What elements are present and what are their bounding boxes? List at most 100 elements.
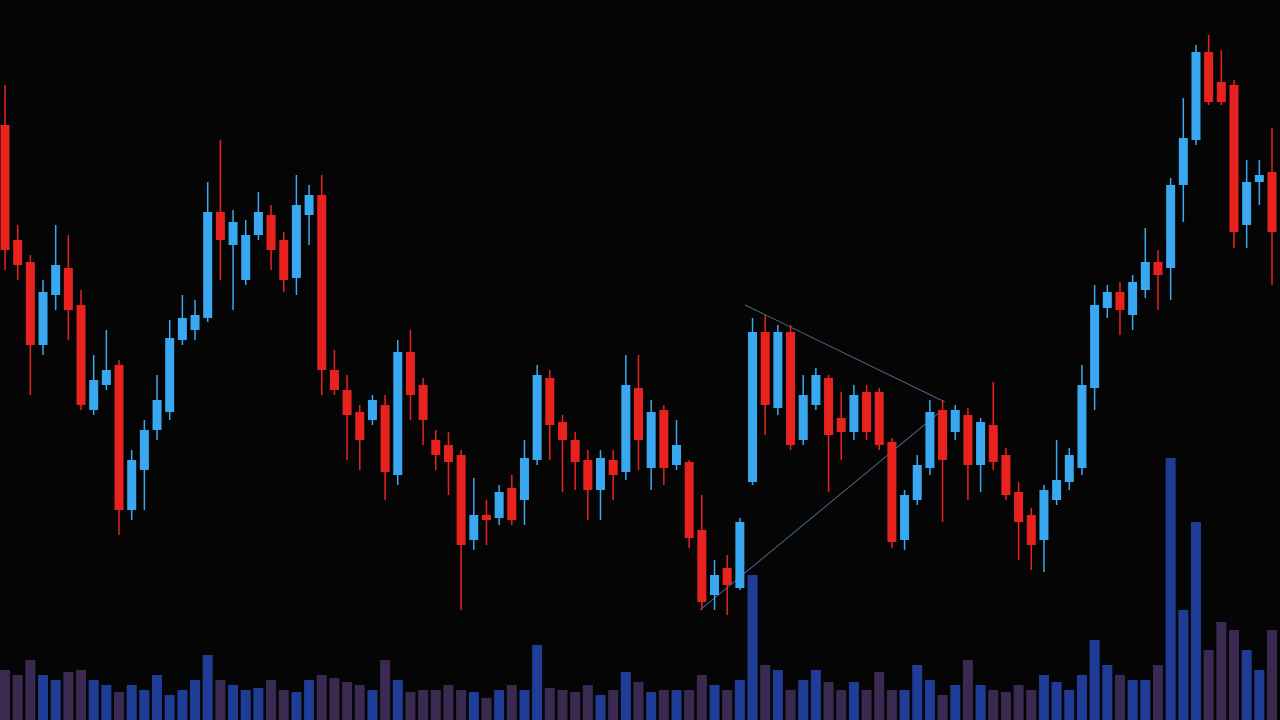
candle-body bbox=[557, 422, 567, 440]
candle-body bbox=[684, 462, 694, 538]
volume-bar bbox=[798, 680, 809, 720]
volume-bar bbox=[696, 675, 707, 720]
candle-body bbox=[1229, 85, 1239, 232]
volume-bar bbox=[785, 690, 796, 720]
candle-body bbox=[1140, 262, 1150, 290]
volume-bar bbox=[164, 695, 175, 720]
volume-bar bbox=[481, 698, 492, 720]
volume-bar bbox=[1038, 675, 1049, 720]
candle-body bbox=[507, 488, 517, 520]
volume-bar bbox=[1267, 630, 1277, 720]
volume-bar bbox=[177, 690, 188, 720]
candle-body bbox=[367, 400, 377, 420]
volume-bar bbox=[468, 692, 479, 720]
volume-bar bbox=[709, 685, 720, 720]
candle-body bbox=[1153, 262, 1163, 275]
candle-body bbox=[646, 412, 656, 468]
volume-bar bbox=[760, 665, 771, 720]
volume-bar bbox=[684, 690, 695, 720]
candle-body bbox=[443, 445, 453, 462]
volume-bar bbox=[443, 685, 454, 720]
volume-bar bbox=[633, 682, 644, 720]
candle-body bbox=[621, 385, 631, 472]
volume-bar bbox=[126, 685, 137, 720]
candle-body bbox=[988, 425, 998, 462]
volume-bar bbox=[519, 690, 530, 720]
volume-bar bbox=[202, 655, 213, 720]
volume-bar bbox=[886, 690, 897, 720]
volume-bar bbox=[215, 680, 226, 720]
candle-body bbox=[76, 305, 86, 405]
candle-body bbox=[773, 332, 783, 408]
volume-bar bbox=[582, 685, 593, 720]
candle-body bbox=[583, 460, 593, 490]
volume-bar bbox=[1178, 610, 1189, 720]
candle-body bbox=[950, 410, 960, 432]
volume-bar bbox=[1114, 675, 1125, 720]
candle-body bbox=[811, 375, 821, 405]
volume-bar bbox=[899, 690, 910, 720]
volume-bar bbox=[190, 680, 201, 720]
candle-body bbox=[925, 412, 935, 468]
volume-bar bbox=[975, 685, 986, 720]
candle-body bbox=[710, 575, 720, 595]
volume-bar bbox=[544, 688, 555, 720]
volume-bar bbox=[1000, 692, 1011, 720]
candle-body bbox=[532, 375, 542, 460]
candle-body bbox=[393, 352, 403, 475]
candle-body bbox=[405, 352, 415, 395]
candle-body bbox=[291, 205, 301, 278]
volume-bar bbox=[1026, 690, 1037, 720]
volume-bar bbox=[671, 690, 682, 720]
candle-body bbox=[114, 365, 124, 510]
volume-bar bbox=[139, 690, 150, 720]
candle-body bbox=[1204, 52, 1214, 102]
candle-body bbox=[912, 465, 922, 500]
volume-bar bbox=[772, 670, 783, 720]
candle-body bbox=[1102, 292, 1112, 308]
candle-body bbox=[824, 378, 834, 435]
candle-body bbox=[862, 392, 872, 432]
volume-bar bbox=[1190, 522, 1201, 720]
volume-bar bbox=[1051, 682, 1062, 720]
candle-body bbox=[203, 212, 213, 318]
candle-body bbox=[1242, 182, 1252, 225]
volume-bar bbox=[266, 680, 277, 720]
candle-body bbox=[836, 418, 846, 432]
candle-body bbox=[38, 292, 48, 345]
candle-body bbox=[304, 195, 314, 215]
volume-bar bbox=[595, 695, 606, 720]
candle-body bbox=[152, 400, 162, 430]
candle-body bbox=[938, 410, 948, 460]
candle-body bbox=[1267, 172, 1277, 232]
candle-body bbox=[519, 458, 529, 500]
volume-bar bbox=[88, 680, 99, 720]
volume-bar bbox=[1089, 640, 1100, 720]
candle-body bbox=[25, 262, 35, 345]
volume-bar bbox=[810, 670, 821, 720]
volume-bar bbox=[316, 675, 327, 720]
volume-bar bbox=[114, 692, 125, 720]
volume-bar bbox=[1254, 670, 1265, 720]
volume-bar bbox=[848, 682, 859, 720]
candle-body bbox=[1166, 185, 1176, 268]
candle-body bbox=[1191, 52, 1201, 140]
candle-body bbox=[1026, 515, 1036, 545]
candle-body bbox=[13, 240, 23, 265]
candle-layer bbox=[0, 35, 1277, 615]
candle-body bbox=[1039, 490, 1049, 540]
candle-body bbox=[266, 215, 276, 250]
candle-body bbox=[608, 460, 618, 475]
candle-body bbox=[735, 522, 745, 588]
volume-bar bbox=[304, 680, 315, 720]
volume-bar bbox=[38, 675, 49, 720]
volume-bar bbox=[1076, 675, 1087, 720]
candle-body bbox=[89, 380, 99, 410]
volume-bar bbox=[937, 695, 948, 720]
candle-body bbox=[786, 332, 796, 445]
candle-body bbox=[139, 430, 149, 470]
volume-bar bbox=[570, 692, 581, 720]
candle-body bbox=[1052, 480, 1062, 500]
